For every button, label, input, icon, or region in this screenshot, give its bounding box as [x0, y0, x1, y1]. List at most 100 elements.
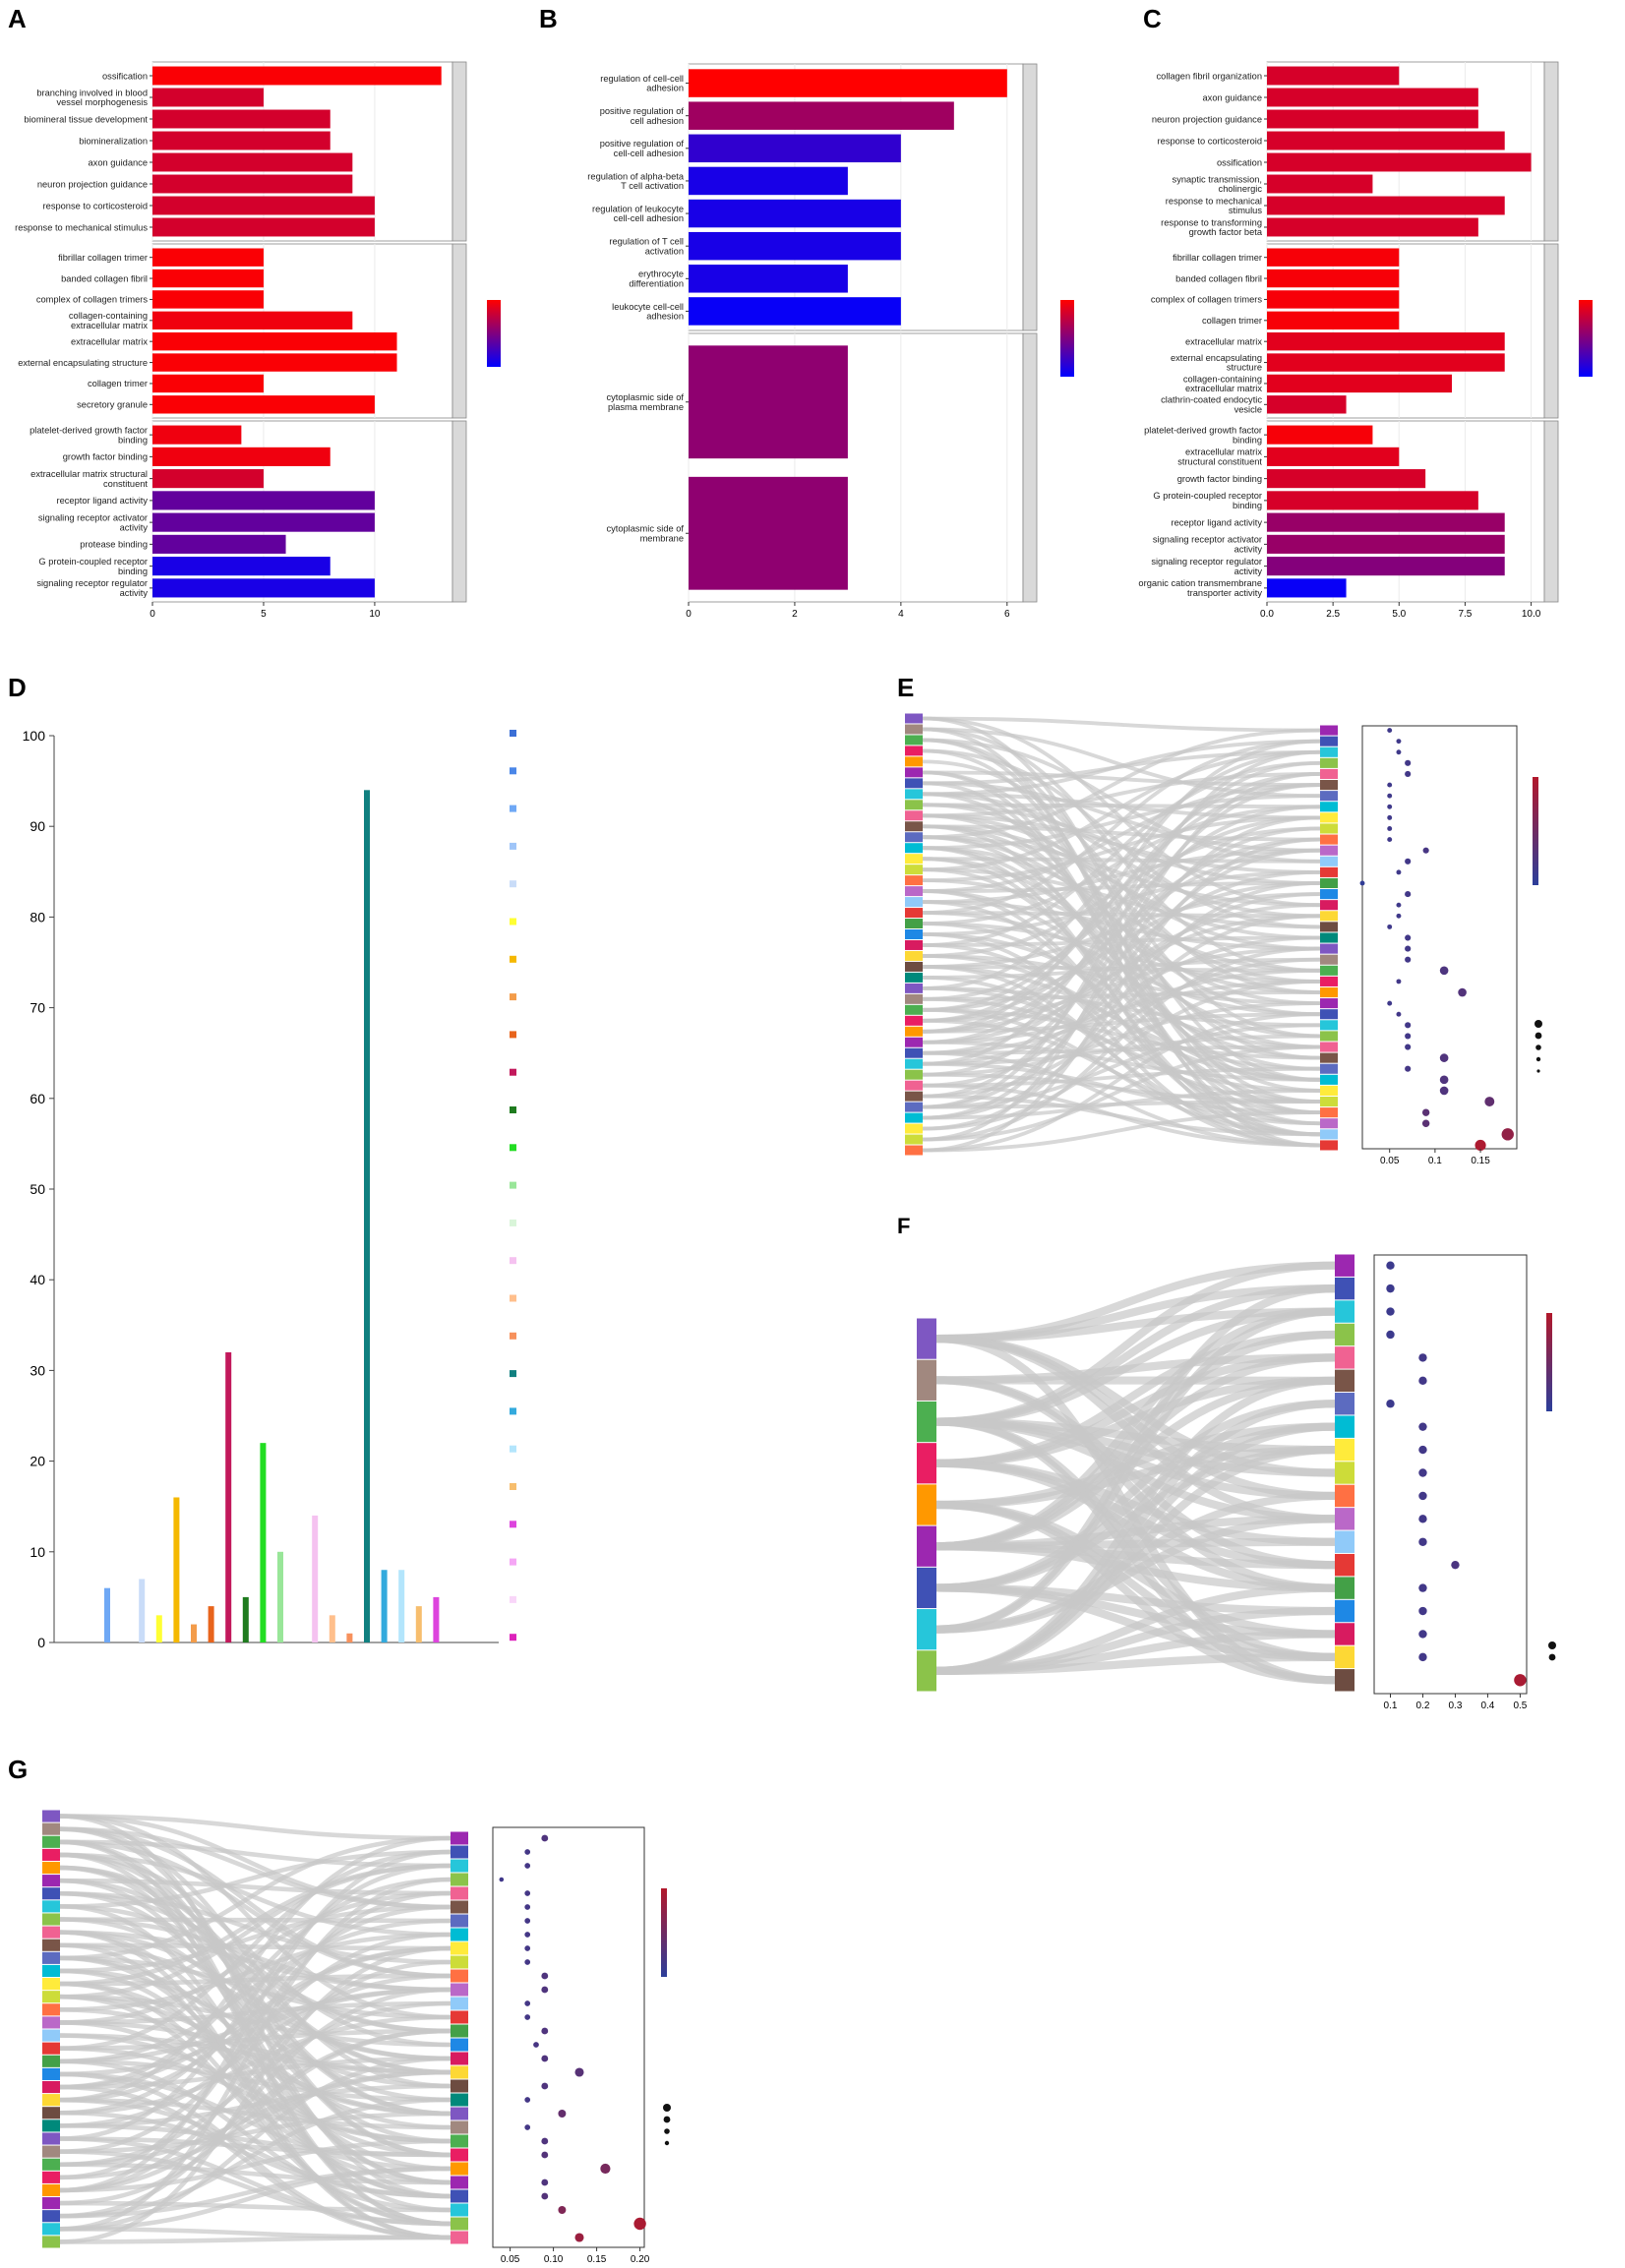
flow-link: [922, 954, 1321, 1006]
bar: [152, 447, 331, 466]
term-node: [451, 2065, 468, 2079]
flow-link: [935, 1307, 1336, 1343]
gene-node: [917, 1650, 936, 1692]
bar: [152, 131, 331, 150]
y-tick-label: 90: [30, 818, 45, 834]
dot: [1458, 987, 1467, 997]
dotplot-frame: [1373, 1254, 1528, 1695]
term-node: [1320, 736, 1338, 746]
gene-node: [42, 2055, 60, 2067]
gene-node: [42, 2029, 60, 2042]
y-tick-label: 50: [30, 1181, 45, 1197]
dot: [524, 2124, 531, 2130]
gene-node: [42, 2210, 60, 2223]
category-label: receptor ligand activity: [57, 496, 149, 506]
gene-node: [905, 1026, 923, 1037]
flow-link: [59, 1981, 451, 2158]
bar: [1267, 447, 1400, 466]
flow-link: [922, 835, 1321, 1082]
panel-d-cog-chart: 0 10 20 30 40 50 60 70 80 90 100: [23, 728, 516, 1650]
flow-link: [59, 1814, 451, 2199]
category-label: ossification: [1217, 157, 1262, 167]
gene-node: [42, 2183, 60, 2197]
term-node: [451, 2010, 468, 2024]
dot: [558, 2206, 567, 2214]
legend-swatch: [510, 1294, 516, 1302]
term-node: [1335, 1669, 1354, 1692]
flow-link: [922, 716, 1321, 733]
bar: [1267, 311, 1400, 330]
gene-node: [42, 1913, 60, 1926]
term-node: [1320, 768, 1338, 780]
dot: [1387, 826, 1393, 831]
x-tick-label: 10: [369, 609, 381, 620]
flow-link: [922, 1012, 1321, 1034]
x-tick-label: 2.5: [1326, 609, 1340, 620]
size-legend-dot: [664, 2128, 670, 2134]
gene-node: [42, 2107, 60, 2119]
gene-node: [42, 1822, 60, 1835]
dot: [1484, 1097, 1495, 1106]
gene-node: [905, 821, 923, 832]
flow-link: [59, 2166, 451, 2219]
x-tick-label: 0.15: [1471, 1156, 1490, 1166]
bar: [152, 557, 331, 576]
x-tick-label: 0.5: [1513, 1701, 1527, 1711]
gene-node: [42, 2080, 60, 2094]
gene-node: [905, 1123, 923, 1134]
gene-node: [917, 1484, 936, 1525]
category-label: axon guidance: [1203, 92, 1262, 102]
flow-link: [922, 813, 1321, 1049]
dot: [1405, 956, 1412, 963]
category-label: regulation of alpha-beta T cell activatio…: [587, 171, 685, 191]
gene-node: [42, 2094, 60, 2107]
flow-link: [935, 1652, 1336, 1675]
dot: [524, 1945, 531, 1951]
gene-node: [905, 735, 923, 746]
flow-link: [59, 1981, 451, 2227]
flow-link: [59, 2069, 451, 2168]
flow-link: [59, 2071, 451, 2240]
bar: [1267, 88, 1478, 107]
bar: [1267, 131, 1505, 150]
term-node: [451, 1914, 468, 1928]
gene-node: [905, 1091, 923, 1102]
panel-letter-b: B: [539, 4, 558, 33]
category-label: receptor ligand activity: [1172, 517, 1263, 527]
size-legend-dot: [1535, 1056, 1541, 1062]
dot: [1421, 1119, 1430, 1127]
term-node: [1335, 1369, 1354, 1393]
x-tick-label: 0.15: [587, 2254, 607, 2265]
bar: [152, 109, 331, 129]
term-node: [451, 1859, 468, 1873]
category-label: external encapsulating structure: [1171, 353, 1262, 373]
bar: [689, 265, 848, 293]
gene-node: [42, 2223, 60, 2236]
term-node: [451, 1928, 468, 1941]
gene-node: [905, 875, 923, 886]
term-node: [1335, 1323, 1354, 1346]
flow-link: [59, 1904, 451, 2213]
gene-node: [42, 1861, 60, 1875]
gene-node: [905, 713, 923, 724]
legend-swatch: [510, 955, 516, 963]
dot: [541, 1834, 549, 1842]
flow-link: [922, 846, 1321, 973]
flow-link: [922, 716, 1321, 908]
y-tick-label: 60: [30, 1091, 45, 1106]
dot: [1396, 749, 1402, 755]
term-node: [1320, 1031, 1338, 1042]
flow-link: [922, 770, 1321, 1137]
gene-node: [905, 810, 923, 821]
flow-link: [59, 1890, 451, 2034]
dot: [1386, 1330, 1395, 1340]
bar: [1267, 109, 1478, 129]
bar: [415, 1606, 422, 1642]
bar: [689, 476, 848, 590]
flow-link: [922, 1044, 1321, 1055]
term-node: [451, 1886, 468, 1900]
category-label: collagen fibril organization: [1157, 71, 1263, 81]
bar: [152, 374, 264, 393]
flow-link: [59, 1839, 451, 2227]
